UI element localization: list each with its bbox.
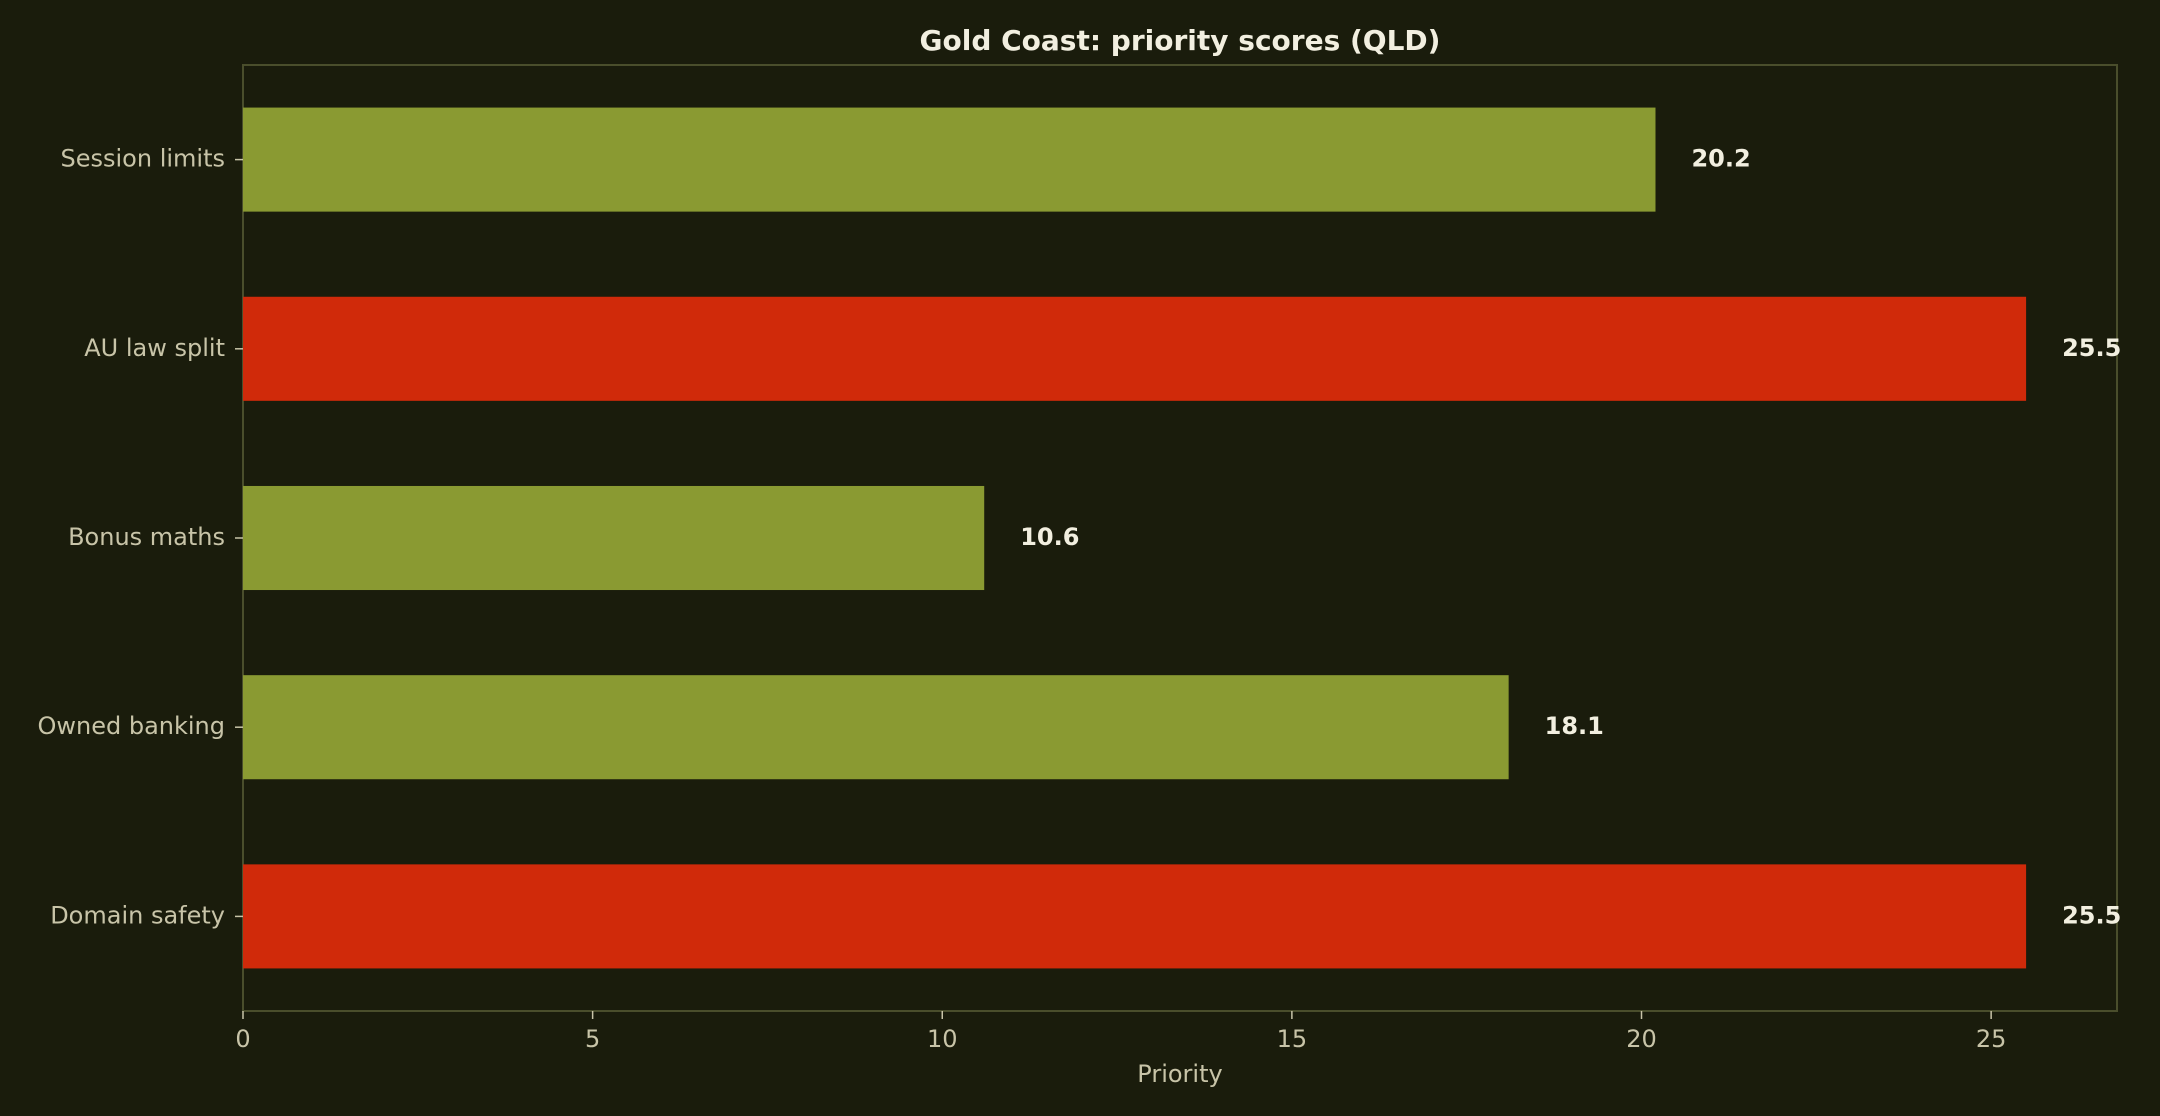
x-tick-label: 15 [1277, 1025, 1308, 1053]
x-tick-label: 25 [1976, 1025, 2007, 1053]
bar [243, 485, 985, 591]
x-axis: 0 5 10 15 20 25 [235, 1011, 2006, 1053]
bar [243, 296, 2027, 401]
bars-group: 20.2 25.5 10.6 18.1 25.5 [243, 107, 2121, 969]
value-label: 25.5 [2062, 334, 2121, 362]
x-tick-label: 5 [585, 1025, 600, 1053]
y-tick-label: Owned banking [37, 712, 225, 740]
x-tick-label: 20 [1626, 1025, 1657, 1053]
y-tick-label: Bonus maths [68, 523, 225, 551]
y-tick-label: AU law split [84, 334, 225, 362]
y-axis: Session limits AU law split Bonus maths Own… [37, 145, 243, 929]
x-axis-title: Priority [1137, 1060, 1222, 1088]
y-tick-label: Session limits [61, 145, 226, 173]
bar [243, 864, 2027, 969]
x-tick-label: 0 [235, 1025, 250, 1053]
value-label: 20.2 [1691, 145, 1750, 173]
chart-title: Gold Coast: priority scores (QLD) [920, 24, 1441, 57]
x-tick-label: 10 [927, 1025, 958, 1053]
bar [243, 107, 1656, 212]
bar [243, 675, 1509, 780]
value-label: 25.5 [2062, 901, 2121, 929]
value-label: 10.6 [1020, 523, 1079, 551]
y-tick-label: Domain safety [50, 901, 225, 929]
value-label: 18.1 [1545, 712, 1604, 740]
